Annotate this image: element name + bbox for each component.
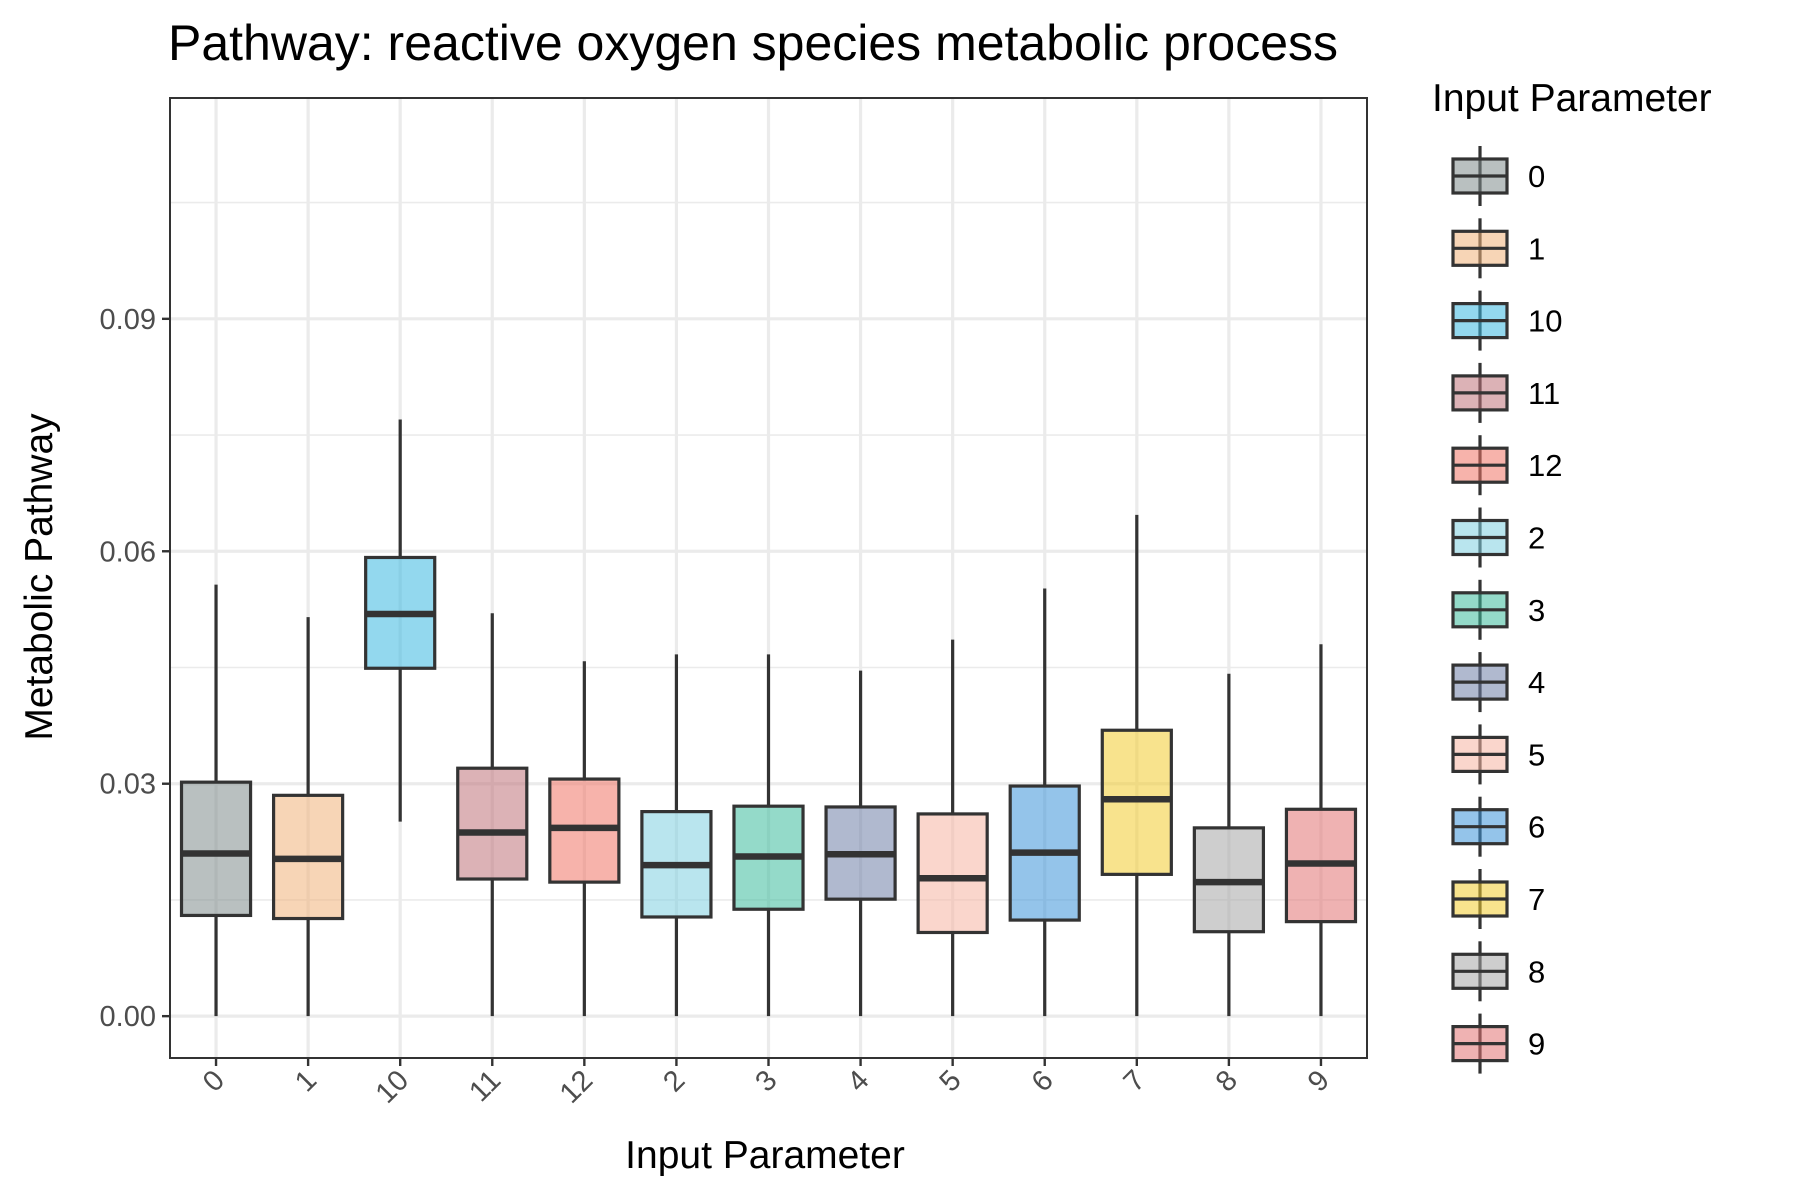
y-tick-label: 0.06 [100,536,156,568]
legend-item-1: 1 [1451,218,1545,279]
legend-item-10: 10 [1451,290,1562,351]
legend-label: 11 [1528,376,1560,411]
plot-panel [169,97,1368,1059]
legend-item-6: 6 [1451,796,1545,857]
box-4 [824,670,897,1017]
box-7 [1100,514,1173,1017]
box-2 [640,654,713,1017]
x-tick-label: 3 [749,1064,783,1098]
x-axis-title: Input Parameter [625,1134,905,1177]
x-tick-label: 4 [841,1064,875,1098]
x-tick-label: 0 [197,1064,231,1098]
y-axis: 0.00 0.03 0.06 0.09 [100,304,170,1033]
legend-item-5: 5 [1451,724,1545,785]
x-tick-label: 2 [657,1064,691,1098]
x-tick-label: 6 [1026,1064,1060,1098]
legend-item-11: 11 [1451,362,1560,423]
box-8 [1192,673,1266,1017]
legend-item-8: 8 [1451,941,1545,1002]
box-12 [548,661,621,1017]
chart-title: Pathway: reactive oxygen species metabol… [168,15,1338,71]
x-axis: 0 1 10 11 12 2 3 4 5 6 7 8 9 [197,1058,1336,1110]
x-tick-label: 11 [463,1064,507,1108]
y-tick-label: 0.03 [100,769,156,801]
x-tick-label: 8 [1210,1064,1244,1098]
legend: Input Parameter 0 1 10 11 12 2 3 4 5 6 7 8 9 [1432,77,1712,1074]
legend-label: 8 [1528,954,1545,989]
box-11 [456,613,529,1017]
legend-item-12: 12 [1451,435,1562,496]
legend-item-4: 4 [1451,652,1545,713]
legend-label: 5 [1528,737,1545,772]
legend-item-9: 9 [1451,1013,1545,1074]
legend-item-0: 0 [1451,146,1545,206]
box-6 [1008,588,1081,1017]
box-3 [732,654,805,1017]
legend-item-7: 7 [1451,869,1545,929]
legend-label: 0 [1528,159,1545,194]
legend-title: Input Parameter [1432,77,1712,120]
legend-label: 9 [1528,1027,1545,1062]
legend-label: 7 [1528,882,1545,917]
legend-label: 6 [1528,810,1545,845]
box-iqr [456,766,529,881]
legend-label: 3 [1528,593,1545,628]
legend-label: 10 [1528,304,1562,339]
x-tick-label: 7 [1118,1064,1152,1098]
box-1 [271,617,345,1017]
y-axis-title: Metabolic Pathway [18,413,61,741]
y-tick-label: 0.09 [100,304,156,336]
box-iqr [179,780,253,918]
box-5 [916,639,989,1017]
y-tick-label: 0.00 [100,1001,156,1033]
legend-label: 4 [1528,665,1545,700]
x-tick-label: 5 [934,1064,968,1098]
legend-item-2: 2 [1451,507,1545,568]
box-0 [179,584,253,1017]
box-10 [364,419,437,822]
legend-label: 2 [1528,521,1545,556]
legend-label: 1 [1528,231,1545,266]
x-tick-label: 9 [1302,1064,1336,1098]
box-9 [1284,644,1358,1017]
legend-label: 12 [1528,448,1562,483]
x-tick-label: 10 [370,1064,415,1109]
box-iqr [916,812,989,935]
x-tick-label: 12 [554,1064,599,1109]
legend-item-3: 3 [1451,579,1545,640]
x-tick-label: 1 [289,1064,323,1098]
